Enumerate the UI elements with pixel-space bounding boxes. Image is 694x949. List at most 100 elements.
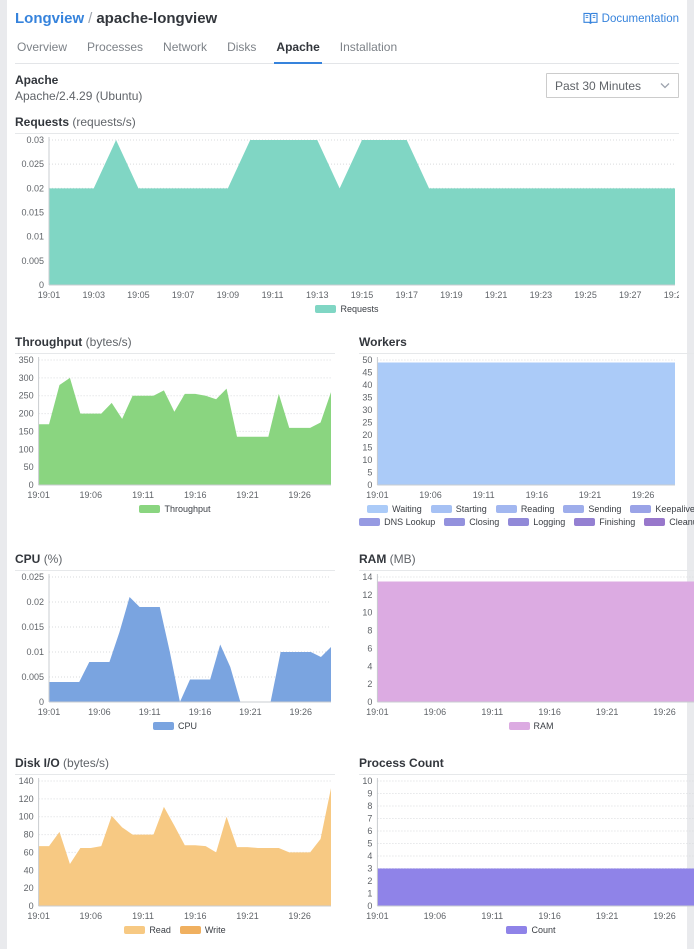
workers-legend: Waiting Starting Reading Sending Keepalive DN… — [359, 502, 694, 531]
apache-version: Apache/2.4.29 (Ubuntu) — [15, 88, 143, 103]
page-header: Longview / apache-longview Documentation — [15, 0, 679, 34]
svg-text:25: 25 — [362, 418, 372, 428]
svg-text:19:21: 19:21 — [236, 911, 259, 921]
breadcrumb-longview-link[interactable]: Longview — [15, 10, 85, 27]
svg-text:19:01: 19:01 — [366, 707, 389, 717]
legend-swatch — [630, 505, 652, 514]
legend-closing: Closing — [444, 517, 499, 527]
apache-info: Apache Apache/2.4.29 (Ubuntu) — [15, 73, 142, 104]
svg-text:19:17: 19:17 — [395, 290, 418, 300]
legend-reading: Reading — [495, 504, 554, 514]
legend-swatch — [508, 722, 530, 731]
book-icon — [583, 12, 598, 25]
legend-throughput: Throughput — [139, 504, 211, 514]
tab-network[interactable]: Network — [163, 40, 208, 54]
svg-text:30: 30 — [362, 405, 372, 415]
svg-text:19:26: 19:26 — [290, 707, 313, 717]
svg-text:0.015: 0.015 — [21, 208, 44, 218]
svg-text:50: 50 — [24, 462, 34, 472]
legend-finishing: Finishing — [574, 517, 635, 527]
legend-swatch — [367, 505, 389, 514]
svg-text:10: 10 — [362, 455, 372, 465]
svg-text:19:26: 19:26 — [632, 490, 655, 500]
process-count-chart-title: Process Count — [359, 753, 694, 776]
svg-text:100: 100 — [19, 812, 34, 822]
legend-swatch — [574, 518, 596, 527]
svg-text:10: 10 — [362, 776, 372, 786]
svg-text:80: 80 — [24, 830, 34, 840]
legend-cpu: CPU — [152, 721, 197, 731]
svg-text:2: 2 — [367, 679, 372, 689]
svg-text:0.03: 0.03 — [26, 135, 44, 145]
svg-text:19:29: 19:29 — [664, 290, 679, 300]
svg-text:200: 200 — [19, 409, 34, 419]
svg-text:19:06: 19:06 — [80, 490, 103, 500]
chart-process-count: Process Count 0 1 2 3 4 5 6 7 8 9 10 19:01 19:06 19:1… — [359, 753, 694, 939]
svg-text:19:27: 19:27 — [619, 290, 642, 300]
svg-text:40: 40 — [362, 380, 372, 390]
svg-text:19:11: 19:11 — [139, 707, 161, 717]
svg-text:0.01: 0.01 — [26, 232, 44, 242]
ram-plot: 0 2 4 6 8 10 12 14 19:01 19:06 19:11 19:16 19:21 19:2… — [359, 571, 694, 719]
svg-text:0.025: 0.025 — [21, 572, 44, 582]
svg-text:19:01: 19:01 — [38, 707, 61, 717]
cpu-chart-title: CPU (%) — [15, 549, 335, 572]
svg-text:19:05: 19:05 — [127, 290, 150, 300]
section-title: Apache — [15, 73, 59, 87]
legend-swatch — [152, 722, 174, 731]
legend-sending: Sending — [563, 504, 621, 514]
ram-chart-title: RAM (MB) — [359, 549, 694, 572]
svg-text:19:21: 19:21 — [236, 490, 259, 500]
tab-installation[interactable]: Installation — [339, 40, 398, 54]
svg-text:6: 6 — [367, 644, 372, 654]
svg-text:1: 1 — [367, 889, 372, 899]
svg-text:0.005: 0.005 — [21, 256, 44, 266]
svg-text:19:26: 19:26 — [288, 911, 311, 921]
svg-text:5: 5 — [367, 468, 372, 478]
documentation-link[interactable]: Documentation — [583, 12, 679, 25]
legend-logging: Logging — [508, 517, 565, 527]
legend-swatch — [506, 926, 528, 935]
svg-text:12: 12 — [362, 590, 372, 600]
legend-swatch — [359, 518, 381, 527]
svg-text:0: 0 — [367, 697, 372, 707]
svg-text:3: 3 — [367, 864, 372, 874]
svg-text:0: 0 — [29, 480, 34, 490]
documentation-label: Documentation — [601, 12, 679, 25]
breadcrumb-current: apache-longview — [96, 10, 218, 27]
svg-text:0.01: 0.01 — [26, 647, 44, 657]
svg-text:15: 15 — [362, 443, 372, 453]
tab-bar: Overview Processes Network Disks Apache … — [15, 34, 679, 64]
svg-text:140: 140 — [19, 776, 34, 786]
svg-text:0.015: 0.015 — [21, 622, 44, 632]
breadcrumb-separator: / — [88, 10, 93, 27]
tab-processes[interactable]: Processes — [87, 40, 144, 54]
svg-text:19:26: 19:26 — [653, 707, 676, 717]
chart-ram: RAM (MB) 0 2 4 6 8 10 12 14 19:01 19:06 19:11 19:16… — [359, 549, 694, 735]
svg-text:35: 35 — [362, 393, 372, 403]
svg-text:19:16: 19:16 — [189, 707, 212, 717]
time-range-select[interactable]: Past 30 Minutes — [546, 73, 679, 98]
breadcrumb: Longview / apache-longview — [15, 10, 217, 27]
svg-text:19:06: 19:06 — [419, 490, 442, 500]
svg-text:19:01: 19:01 — [366, 490, 389, 500]
cpu-legend: CPU — [15, 719, 335, 735]
legend-dns-lookup: DNS Lookup — [359, 517, 435, 527]
process-count-legend: Count — [359, 923, 694, 939]
svg-text:0.02: 0.02 — [26, 597, 44, 607]
tab-apache[interactable]: Apache — [274, 34, 322, 64]
throughput-plot: 0 50 100 150 200 250 300 350 19:01 19:06 19:11 19:1… — [15, 354, 335, 502]
tab-disks[interactable]: Disks — [227, 40, 257, 54]
tab-overview[interactable]: Overview — [17, 40, 68, 54]
svg-text:8: 8 — [367, 626, 372, 636]
legend-swatch — [444, 518, 466, 527]
chart-disk-io: Disk I/O (bytes/s) 0 20 40 60 80 100 120 140 19:… — [15, 753, 335, 939]
chart-workers: Workers 0 5 10 15 20 25 30 35 40 45 50 19:01 19:06 19… — [359, 332, 694, 531]
section-header: Apache Apache/2.4.29 (Ubuntu) Past 30 Mi… — [15, 64, 679, 112]
svg-text:4: 4 — [367, 661, 372, 671]
svg-text:19:01: 19:01 — [366, 911, 389, 921]
svg-text:0.005: 0.005 — [21, 672, 44, 682]
svg-text:6: 6 — [367, 826, 372, 836]
legend-requests: Requests — [315, 304, 379, 314]
legend-waiting: Waiting — [367, 504, 422, 514]
